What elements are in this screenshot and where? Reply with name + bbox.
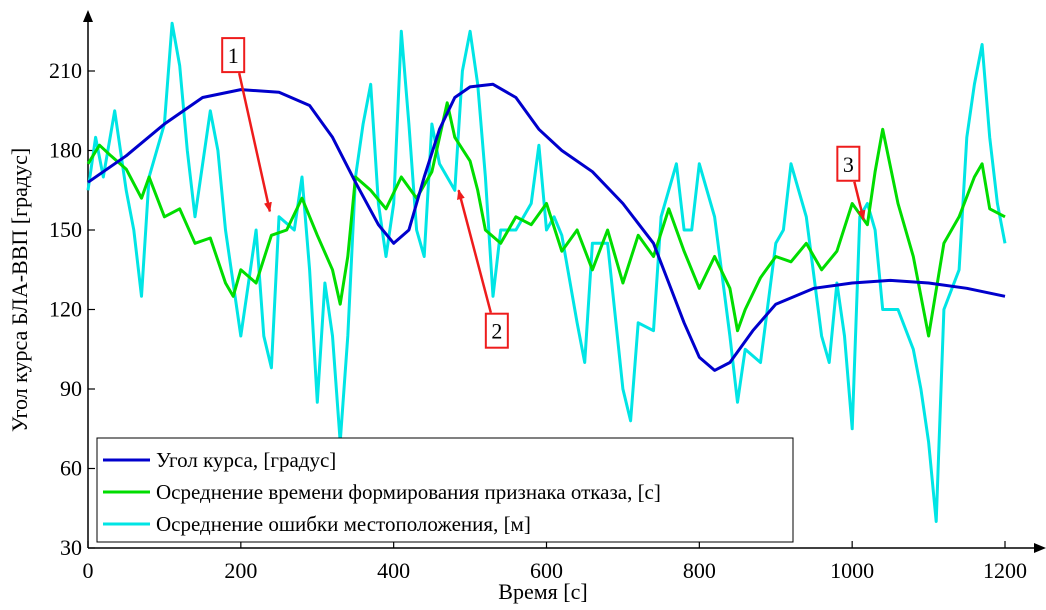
legend-items: Угол курса, [градус] Осреднение времени ф…	[103, 448, 661, 536]
legend-box	[96, 437, 794, 543]
axes	[83, 10, 1046, 553]
annotations: 1 2 3	[221, 37, 866, 349]
x-ticks: 0 200 400 600 800 1000 1200	[83, 541, 1027, 583]
x-tick-label: 1000	[830, 558, 874, 583]
y-tick-label: 30	[60, 535, 82, 560]
legend-label-2: Осреднение ошибки местоположения, [м]	[156, 512, 531, 536]
annotation-box-1	[221, 37, 246, 74]
x-tick-label: 400	[377, 558, 410, 583]
y-tick-label: 150	[49, 217, 82, 242]
annotation-box-2	[484, 312, 509, 349]
x-tick-label: 0	[83, 558, 94, 583]
annotation-arrow-1	[237, 72, 272, 213]
legend: Угол курса, [градус] Осреднение времени ф…	[96, 437, 794, 543]
annotation-label-3: 3	[843, 152, 854, 177]
y-tick-label: 210	[49, 58, 82, 83]
y-tick-label: 120	[49, 297, 82, 322]
legend-label-0: Угол курса, [градус]	[156, 448, 336, 472]
y-tick-label: 90	[60, 376, 82, 401]
y-tick-label: 180	[49, 138, 82, 163]
series-line-2	[86, 21, 1007, 523]
x-tick-label: 600	[530, 558, 563, 583]
x-axis-arrow-icon	[1034, 543, 1046, 553]
y-tick-label: 60	[60, 456, 82, 481]
x-tick-label: 200	[224, 558, 257, 583]
annotation-box-3	[836, 145, 861, 182]
annotation-label-2: 2	[491, 319, 502, 344]
y-axis-title: Угол курса БЛА-ВВП [градус]	[7, 148, 32, 432]
annotation-arrow-3	[853, 181, 866, 221]
x-tick-label: 1200	[983, 558, 1027, 583]
series-line-0	[87, 82, 1006, 372]
y-ticks: 30 60 90 120 150 180 210	[49, 58, 95, 560]
x-tick-label: 800	[683, 558, 716, 583]
y-axis-arrow-icon	[83, 10, 93, 22]
x-axis-title: Время [с]	[498, 579, 587, 604]
annotation-label-1: 1	[228, 43, 239, 68]
annotation-arrow-2	[457, 189, 493, 314]
legend-label-1: Осреднение времени формирования признака…	[156, 480, 661, 504]
